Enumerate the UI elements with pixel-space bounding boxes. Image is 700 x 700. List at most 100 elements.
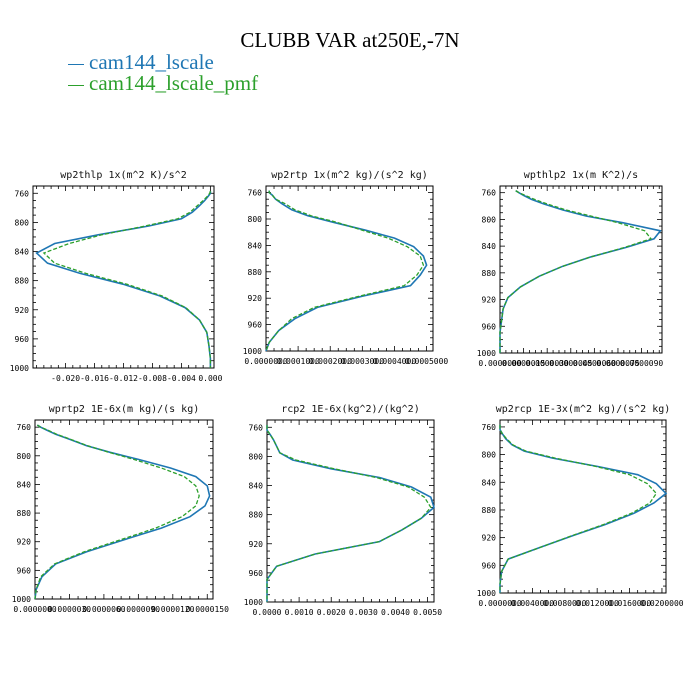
y-tick-label: 800	[15, 218, 30, 227]
y-tick-label: 1000	[477, 349, 496, 358]
y-tick-label: 880	[248, 268, 263, 277]
y-tick-label: 880	[249, 511, 264, 520]
x-tick-label: 0.0000045	[549, 359, 593, 368]
y-tick-label: 960	[482, 561, 497, 570]
x-tick-label: 0.0020	[317, 608, 346, 617]
y-tick-label: 920	[482, 534, 497, 543]
plot-frame	[34, 419, 214, 600]
x-tick-label: 0.0050	[413, 608, 442, 617]
series-line-lscale	[34, 424, 211, 600]
y-tick-label: 960	[249, 569, 264, 578]
x-tick-label: 0.0200000	[640, 599, 684, 608]
x-tick-label: -0.012	[109, 374, 138, 383]
y-tick-label: 1000	[477, 589, 496, 598]
x-tick-label: 0.0010	[285, 608, 314, 617]
y-tick-label: 1000	[244, 598, 263, 607]
x-tick-label: 0.0030	[349, 608, 378, 617]
legend-entry-lscale-pmf: cam144_lscale_pmf	[68, 71, 258, 96]
x-tick-label: 0.0004000	[373, 357, 417, 366]
y-tick-label: 760	[482, 423, 497, 432]
x-tick-label: 0.0002000	[309, 357, 353, 366]
y-tick-label: 760	[15, 189, 30, 198]
y-tick-label: 880	[15, 277, 30, 286]
x-tick-label: 0.0000030	[48, 605, 92, 614]
x-tick-label: 0.0000000	[478, 359, 522, 368]
x-tick-label: 0.0000000	[244, 357, 288, 366]
series-line-lscale-pmf	[266, 425, 432, 602]
panel-title: wp2rcp 1E-3x(m^2 kg)/(s^2 kg)	[496, 404, 671, 415]
x-tick-label: 0.0000015	[502, 359, 546, 368]
series-line-lscale	[266, 425, 435, 602]
y-tick-label: 840	[248, 241, 263, 250]
y-tick-label: 840	[482, 478, 497, 487]
x-tick-label: 0.0040000	[511, 599, 555, 608]
series-line-lscale	[499, 190, 662, 353]
x-tick-label: 0.0000000	[478, 599, 522, 608]
series-line-lscale	[265, 190, 428, 352]
y-tick-label: 840	[15, 248, 30, 257]
x-tick-label: 0.0005000	[405, 357, 449, 366]
y-tick-label: 920	[17, 538, 32, 547]
y-tick-label: 800	[17, 452, 32, 461]
y-tick-label: 840	[482, 242, 497, 251]
y-tick-label: 1000	[243, 347, 262, 356]
plot-frame	[266, 419, 435, 603]
y-tick-label: 1000	[10, 364, 29, 373]
x-tick-label: 0.0000120	[151, 605, 195, 614]
x-tick-label: 0.0000060	[573, 359, 617, 368]
x-tick-label: 0.0000030	[526, 359, 570, 368]
figure-title: CLUBB VAR at250E,-7N	[240, 28, 460, 52]
series-line-lscale-pmf	[499, 190, 653, 353]
panel-2: wp2rtp 1x(m^2 kg)/(s^2 kg) 760 800 840 880 92…	[243, 170, 449, 366]
series-line-lscale-pmf	[42, 190, 212, 368]
y-tick-label: 880	[482, 269, 497, 278]
x-tick-label: 0.0040	[381, 608, 410, 617]
panel-3: wpthlp2 1x(m K^2)/s 760 800 840 880 920 960 100…	[477, 170, 664, 368]
x-tick-label: 0.0001000	[276, 357, 320, 366]
y-tick-label: 800	[249, 452, 264, 461]
x-tick-label: -0.004	[167, 374, 196, 383]
x-tick-label: 0.0120000	[575, 599, 619, 608]
y-tick-label: 960	[482, 322, 497, 331]
x-tick-label: 0.0160000	[608, 599, 652, 608]
x-tick-label: 0.0000060	[82, 605, 126, 614]
panel-title: wp2rtp 1x(m^2 kg)/(s^2 kg)	[271, 170, 428, 181]
x-tick-label: 0.0000000	[13, 605, 57, 614]
x-tick-label: 0.0080000	[543, 599, 587, 608]
x-tick-label: -0.016	[80, 374, 109, 383]
plot-frame	[265, 185, 434, 352]
y-tick-label: 960	[17, 566, 32, 575]
panel-6: wp2rcp 1E-3x(m^2 kg)/(s^2 kg) 760 800 840 88…	[477, 404, 684, 608]
panel-5: rcp2 1E-6x(kg^2)/(kg^2) 760 800 840 880 920 96…	[244, 404, 442, 617]
plot-frame	[499, 419, 667, 594]
y-tick-label: 800	[482, 451, 497, 460]
panel-title: wprtp2 1E-6x(m kg)/(s kg)	[49, 404, 200, 415]
x-tick-label: 0.0003000	[341, 357, 385, 366]
series-line-lscale-pmf	[265, 190, 425, 352]
plot-frame	[499, 185, 663, 354]
y-tick-label: 920	[248, 294, 263, 303]
y-tick-label: 760	[17, 423, 32, 432]
y-tick-label: 960	[248, 321, 263, 330]
y-tick-label: 760	[482, 189, 497, 198]
x-tick-label: 0.0000090	[620, 359, 664, 368]
panel-1: wp2thlp 1x(m^2 K)/s^2 760 800 840 880 920 960 1…	[10, 170, 223, 383]
x-tick-label: -0.008	[138, 374, 167, 383]
legend-label-lscale-pmf: cam144_lscale_pmf	[89, 71, 259, 95]
y-tick-label: 840	[249, 482, 264, 491]
x-tick-label: 0.0000	[253, 608, 282, 617]
legend-line-lscale-pmf	[68, 84, 84, 86]
y-tick-label: 840	[17, 480, 32, 489]
y-tick-label: 800	[248, 215, 263, 224]
series-line-lscale	[35, 191, 212, 368]
panel-title: rcp2 1E-6x(kg^2)/(kg^2)	[281, 404, 419, 415]
panel-title: wpthlp2 1x(m K^2)/s	[524, 170, 638, 181]
y-tick-label: 960	[15, 335, 30, 344]
legend-label-lscale: cam144_lscale	[89, 50, 214, 74]
x-tick-label: 0.0000075	[596, 359, 640, 368]
x-tick-label: 0.000	[198, 374, 222, 383]
legend-line-lscale	[68, 63, 84, 65]
y-tick-label: 800	[482, 215, 497, 224]
y-tick-label: 1000	[12, 595, 31, 604]
